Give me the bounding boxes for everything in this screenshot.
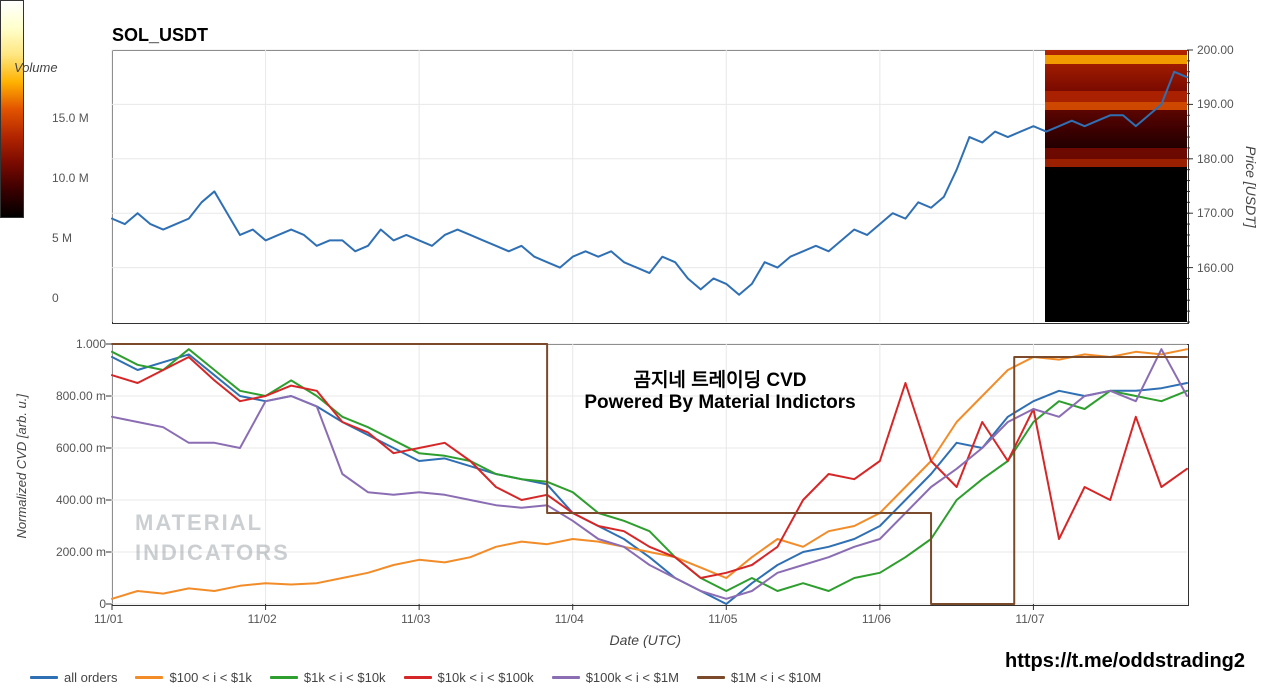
price-axis-label: Price [USDT] [1243, 146, 1259, 228]
date-axis-label: Date (UTC) [610, 632, 682, 648]
legend-item-s1M[interactable]: $1M < i < $10M [697, 670, 821, 685]
legend-swatch-icon [135, 676, 163, 679]
date-tick: 11/02 [248, 612, 277, 626]
cvd-tick: 1.000 [40, 337, 106, 351]
legend-swatch-icon [404, 676, 432, 679]
colorbar-tick: 10.0 M [52, 171, 89, 185]
watermark-line-1: MATERIAL [135, 510, 263, 536]
chart-annotation-line-1: 곰지네 트레이딩 CVD [560, 365, 880, 392]
colorbar-tick: 0 [52, 291, 59, 305]
volume-colorbar [0, 0, 24, 218]
credit-link[interactable]: https://t.me/oddstrading2 [1005, 650, 1245, 673]
volume-colorbar-label: Volume [14, 60, 58, 75]
cvd-axis-label: Normalized CVD [arb. u.] [14, 394, 29, 539]
price-tick: 160.00 [1197, 261, 1234, 275]
colorbar-tick: 15.0 M [52, 111, 89, 125]
date-tick: 11/07 [1015, 612, 1044, 626]
date-tick: 11/01 [94, 612, 123, 626]
legend-swatch-icon [697, 676, 725, 679]
legend-item-s100[interactable]: $100 < i < $1k [135, 670, 251, 685]
chart-annotation-line-2: Powered By Material Indictors [560, 392, 880, 414]
price-line-layer [112, 50, 1187, 322]
date-tick: 11/03 [401, 612, 430, 626]
cvd-tick: 600.00 m [40, 441, 106, 455]
legend-label: $1M < i < $10M [731, 670, 821, 685]
watermark-line-2: INDICATORS [135, 540, 290, 566]
legend-item-s10k[interactable]: $10k < i < $100k [404, 670, 534, 685]
cvd-tick: 0 [40, 597, 106, 611]
legend-label: $10k < i < $100k [438, 670, 534, 685]
legend-label: $100k < i < $1M [586, 670, 679, 685]
legend-swatch-icon [552, 676, 580, 679]
cvd-tick: 200.00 m [40, 545, 106, 559]
price-tick: 180.00 [1197, 152, 1234, 166]
legend-label: all orders [64, 670, 117, 685]
date-tick: 11/06 [862, 612, 891, 626]
chart-title: SOL_USDT [112, 25, 208, 46]
price-tick: 200.00 [1197, 43, 1234, 57]
legend-swatch-icon [30, 676, 58, 679]
legend-item-s100k[interactable]: $100k < i < $1M [552, 670, 679, 685]
price-tick: 170.00 [1197, 206, 1234, 220]
cvd-tick: 400.00 m [40, 493, 106, 507]
cvd-tick: 800.00 m [40, 389, 106, 403]
legend-item-s1k[interactable]: $1k < i < $10k [270, 670, 386, 685]
legend-item-all_orders[interactable]: all orders [30, 670, 117, 685]
date-tick: 11/05 [708, 612, 737, 626]
legend-swatch-icon [270, 676, 298, 679]
colorbar-tick: 5 M [52, 231, 72, 245]
date-tick: 11/04 [555, 612, 584, 626]
legend-label: $100 < i < $1k [169, 670, 251, 685]
legend-label: $1k < i < $10k [304, 670, 386, 685]
price-tick: 190.00 [1197, 97, 1234, 111]
legend: all orders $100 < i < $1k $1k < i < $10k $1… [30, 670, 839, 685]
